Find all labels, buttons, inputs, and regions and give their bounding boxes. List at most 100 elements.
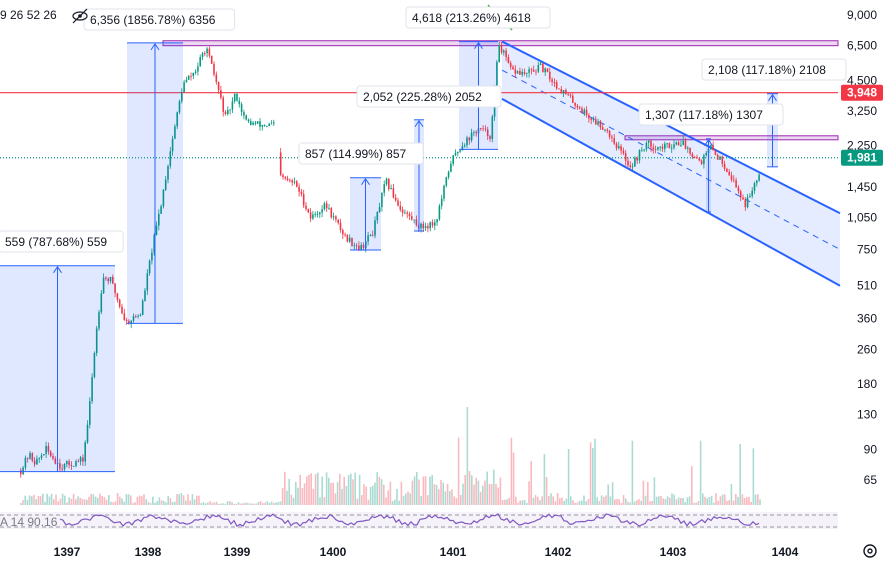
candle-body (220, 90, 222, 98)
candle-body (89, 401, 91, 425)
volume-bar (739, 443, 741, 505)
volume-bar (187, 494, 189, 505)
candle-body (539, 63, 542, 65)
volume-bar (633, 501, 636, 505)
candle-body (555, 82, 558, 89)
candle-body (629, 165, 632, 168)
measure-label-box (638, 103, 784, 126)
candle-body (581, 108, 583, 114)
volume-bar (33, 494, 35, 505)
volume-bar (594, 438, 596, 505)
measure-label-box (356, 85, 502, 108)
candle-body (489, 136, 491, 139)
volume-bar (233, 503, 235, 505)
candle-body (505, 50, 507, 58)
volume-bar (372, 485, 374, 505)
volume-bar (389, 481, 392, 505)
volume-bar (319, 497, 321, 505)
candle-body (526, 72, 528, 74)
eye-hide-icon[interactable] (72, 8, 88, 24)
volume-bar (358, 474, 361, 505)
candle-body (259, 121, 261, 127)
volume-bar (757, 494, 759, 505)
price-badge (841, 84, 883, 101)
volume-bar (673, 494, 675, 505)
candle-body (746, 197, 749, 208)
volume-bar (303, 483, 306, 505)
rsi-line (59, 513, 760, 528)
candle-body (452, 155, 454, 164)
volume-bar (453, 496, 455, 505)
candle-body (415, 219, 418, 226)
candle-body (595, 119, 597, 125)
volume-bar (405, 493, 407, 505)
volume-bar (116, 493, 119, 505)
volume-bar (167, 495, 169, 505)
candle-body (645, 142, 648, 150)
candle-body (314, 214, 316, 216)
candle-body (647, 140, 650, 143)
candle-body (468, 137, 471, 141)
volume-bar (86, 499, 88, 505)
candle-body (130, 320, 132, 324)
volume-bar (365, 486, 367, 505)
volume-bar (178, 494, 180, 505)
volume-bar (429, 476, 431, 505)
volume-bar (125, 494, 128, 505)
volume-bar (193, 499, 196, 505)
candle-body (735, 180, 737, 188)
volume-bar (299, 474, 301, 505)
candle-body (466, 137, 468, 146)
candle-body (394, 197, 397, 201)
candle-body (135, 316, 137, 318)
candle-body (726, 168, 728, 173)
candle-body (79, 457, 82, 462)
candle-body (693, 157, 696, 158)
candle-body (544, 68, 546, 73)
volume-bar (444, 491, 447, 505)
volume-bar (341, 488, 343, 505)
candle-body (266, 125, 268, 127)
candle-body (68, 461, 70, 465)
candle-body (339, 222, 342, 230)
volume-bar (504, 499, 506, 505)
volume-bar (61, 493, 64, 505)
volume-bar (114, 501, 117, 505)
candle-body (710, 145, 712, 150)
volume-bar (132, 502, 134, 505)
volume-bar (669, 497, 671, 505)
volume-bar (101, 495, 103, 505)
candle-body (445, 177, 448, 186)
volume-bar (466, 407, 469, 505)
volume-bar (31, 496, 33, 505)
candle-body (337, 219, 339, 223)
candle-body (286, 178, 289, 181)
candle-body (641, 149, 643, 151)
candle-body (93, 353, 96, 378)
y-tick-label: 6,500 (847, 39, 877, 53)
candle-body (744, 199, 747, 208)
volume-bar (268, 502, 271, 505)
candle-body (116, 293, 119, 300)
candle-body (146, 273, 149, 291)
top-left-values: 9 26 52 26 (0, 8, 57, 22)
volume-bar (374, 482, 376, 505)
settings-gear-icon[interactable] (863, 544, 877, 558)
candle-body (243, 112, 245, 116)
candle-body (319, 212, 321, 215)
volume-bar (741, 494, 744, 505)
volume-bar (24, 495, 26, 505)
candle-body (371, 235, 374, 236)
volume-bar (519, 500, 521, 505)
candle-body (158, 213, 160, 226)
volume-bar (759, 499, 761, 505)
y-tick-label: 4,500 (847, 73, 877, 87)
candle-body (250, 121, 252, 125)
candle-body (498, 45, 500, 63)
channel-layer (487, 4, 841, 287)
candle-body (183, 82, 185, 93)
candle-body (321, 209, 323, 213)
volume-bar (257, 502, 260, 505)
volume-bar (664, 498, 667, 505)
